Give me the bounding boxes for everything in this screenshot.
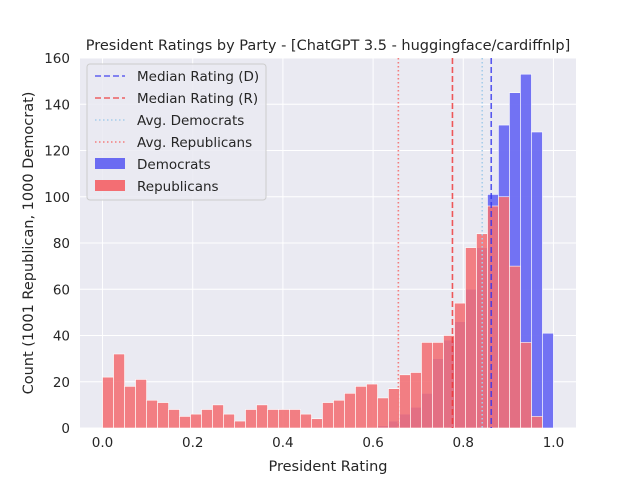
- bar-republicans: [410, 372, 422, 429]
- bar-republicans: [146, 399, 158, 429]
- bar-republicans: [102, 376, 114, 429]
- bar-republicans: [234, 420, 246, 429]
- chart-title: President Ratings by Party - [ChatGPT 3.…: [86, 38, 571, 54]
- bar-republicans: [168, 409, 180, 429]
- x-axis-label: President Rating: [269, 459, 388, 475]
- y-tick-label: 160: [44, 51, 70, 67]
- legend-swatch-democrats: [95, 158, 125, 169]
- bar-republicans: [531, 416, 543, 429]
- y-tick-label: 40: [53, 329, 70, 345]
- bar-republicans: [223, 413, 235, 429]
- bar-republicans: [201, 409, 213, 429]
- bar-republicans: [333, 399, 345, 429]
- x-tick-label: 0.6: [362, 435, 383, 451]
- bar-republicans: [212, 404, 224, 429]
- y-tick-label: 120: [44, 144, 70, 160]
- bar-republicans: [355, 386, 367, 429]
- legend-box: [86, 63, 267, 201]
- bar-republicans: [509, 265, 521, 429]
- bar-republicans: [278, 409, 290, 429]
- legend: Median Rating (D) Median Rating (R) Avg.…: [86, 63, 267, 201]
- bar-republicans: [190, 413, 202, 429]
- bar-republicans: [487, 205, 499, 429]
- y-tick-label: 80: [53, 236, 70, 252]
- legend-label-median-r: Median Rating (R): [137, 91, 258, 107]
- bar-republicans: [311, 418, 323, 429]
- bar-democrats: [531, 131, 543, 429]
- legend-label-avg-r: Avg. Republicans: [137, 135, 252, 151]
- bar-republicans: [520, 342, 532, 429]
- bar-republicans: [113, 353, 125, 429]
- bar-republicans: [289, 409, 301, 429]
- y-axis-label: Count (1001 Republican, 1000 Democrat): [21, 92, 37, 395]
- y-tick-label: 100: [44, 190, 70, 206]
- y-axis-ticks: 0 20 40 60 80 100 120 140 160: [44, 51, 70, 437]
- bar-republicans: [344, 393, 356, 429]
- x-tick-label: 0.0: [92, 435, 113, 451]
- y-tick-label: 0: [61, 421, 70, 437]
- reference-lines: [397, 58, 493, 428]
- bar-republicans: [124, 386, 136, 429]
- x-tick-label: 0.4: [272, 435, 293, 451]
- y-tick-label: 20: [53, 375, 70, 391]
- bar-republicans: [157, 402, 169, 429]
- x-axis-ticks: 0.0 0.2 0.4 0.6 0.8 1.0: [92, 435, 564, 451]
- bar-republicans: [179, 416, 191, 429]
- bar-republicans: [322, 402, 334, 429]
- x-tick-label: 0.8: [453, 435, 474, 451]
- bar-republicans: [366, 383, 378, 429]
- bar-republicans: [135, 379, 147, 429]
- bar-republicans: [300, 413, 312, 429]
- bar-republicans: [245, 409, 257, 429]
- bar-republicans: [454, 302, 466, 429]
- bar-democrats: [542, 332, 554, 429]
- legend-label-republicans: Republicans: [137, 179, 219, 195]
- legend-label-avg-d: Avg. Democrats: [137, 113, 244, 129]
- bar-republicans: [421, 342, 433, 429]
- bar-republicans: [267, 409, 279, 429]
- y-tick-label: 60: [53, 282, 70, 298]
- legend-swatch-republicans: [95, 180, 125, 191]
- bar-republicans: [498, 196, 510, 429]
- y-tick-label: 140: [44, 97, 70, 113]
- bar-republicans: [465, 247, 477, 429]
- bar-republicans: [256, 404, 268, 429]
- bar-republicans: [432, 342, 444, 429]
- legend-label-democrats: Democrats: [137, 157, 211, 173]
- x-tick-label: 1.0: [543, 435, 564, 451]
- bar-republicans: [399, 374, 411, 429]
- legend-label-median-d: Median Rating (D): [137, 69, 259, 85]
- bar-republicans: [377, 397, 389, 429]
- x-tick-label: 0.2: [182, 435, 203, 451]
